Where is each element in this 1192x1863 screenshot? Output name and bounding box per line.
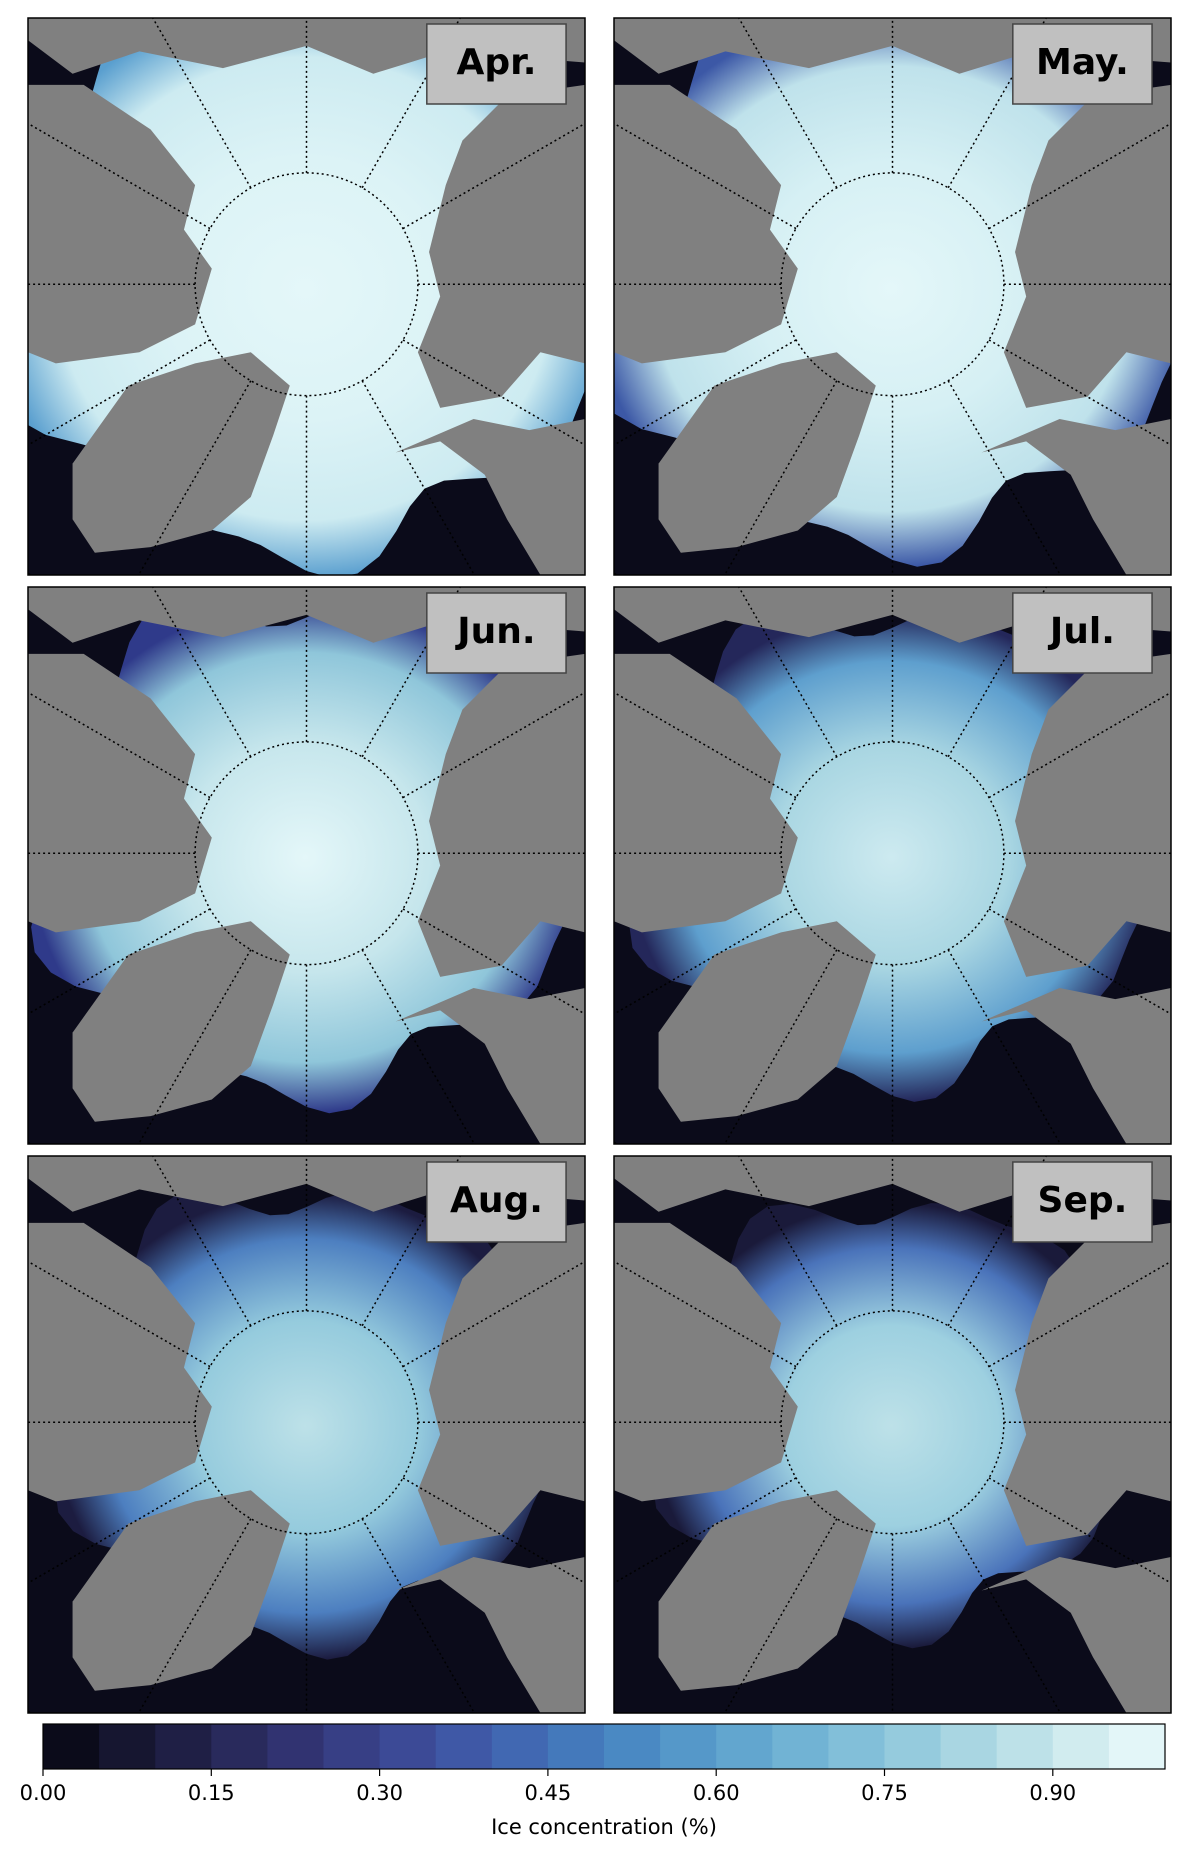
panel-title: Apr. bbox=[456, 42, 536, 83]
colorbar-band bbox=[548, 1724, 605, 1769]
panel-title: Jul. bbox=[1047, 611, 1115, 652]
colorbar-band bbox=[660, 1724, 717, 1769]
colorbar-band bbox=[885, 1724, 942, 1769]
colorbar-band bbox=[716, 1724, 773, 1769]
tick-label: 0.00 bbox=[20, 1781, 67, 1805]
tick-label: 0.45 bbox=[525, 1781, 572, 1805]
colorbar-band bbox=[155, 1724, 212, 1769]
tick-label: 0.75 bbox=[861, 1781, 908, 1805]
colorbar-band bbox=[941, 1724, 998, 1769]
panel-title: Sep. bbox=[1038, 1180, 1128, 1221]
colorbar-band bbox=[380, 1724, 437, 1769]
colorbar-band bbox=[772, 1724, 829, 1769]
colorbar-band bbox=[99, 1724, 156, 1769]
colorbar-band bbox=[267, 1724, 324, 1769]
colorbar-band bbox=[828, 1724, 885, 1769]
colorbar-band bbox=[1109, 1724, 1166, 1769]
colorbar-band bbox=[997, 1724, 1054, 1769]
tick-label: 0.90 bbox=[1029, 1781, 1076, 1805]
colorbar-band bbox=[436, 1724, 493, 1769]
colorbar-band bbox=[604, 1724, 661, 1769]
colorbar-label: Ice concentration (%) bbox=[491, 1815, 717, 1839]
panel-title: May. bbox=[1036, 42, 1129, 83]
colorbar-band bbox=[1053, 1724, 1110, 1769]
panel-title: Aug. bbox=[450, 1180, 543, 1221]
panel-title: Jun. bbox=[454, 611, 535, 652]
tick-label: 0.15 bbox=[188, 1781, 235, 1805]
tick-label: 0.30 bbox=[356, 1781, 403, 1805]
colorbar-band bbox=[211, 1724, 268, 1769]
tick-label: 0.60 bbox=[693, 1781, 740, 1805]
colorbar-band bbox=[492, 1724, 549, 1769]
colorbar-band bbox=[324, 1724, 381, 1769]
colorbar-band bbox=[43, 1724, 100, 1769]
